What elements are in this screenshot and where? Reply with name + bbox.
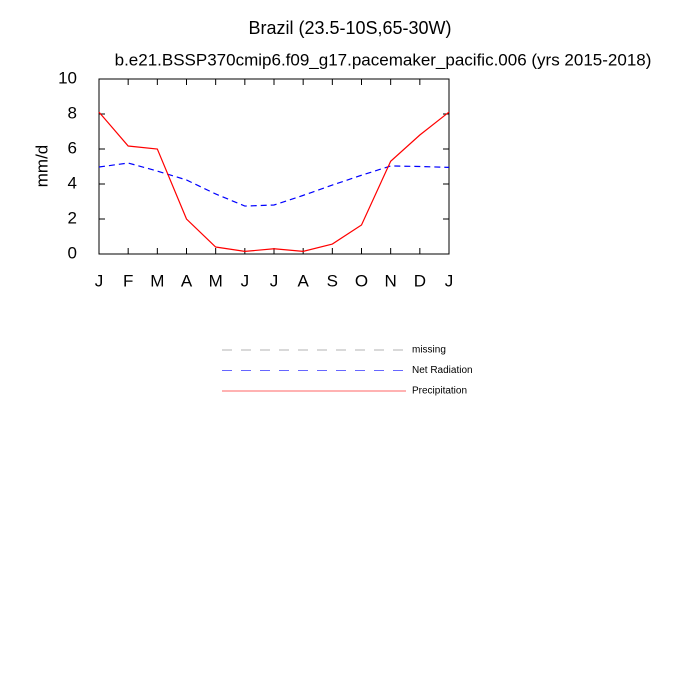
x-tick-label: D (414, 271, 426, 290)
series-line (98, 111, 450, 252)
y-tick-label: 0 (68, 243, 77, 262)
legend-label: missing (412, 345, 446, 356)
legend-label: Net Radiation (412, 365, 473, 376)
x-tick-label: S (327, 271, 338, 290)
series-line (98, 162, 450, 207)
y-axis-label: mm/d (32, 145, 51, 188)
x-tick-label: A (181, 271, 193, 290)
y-tick-label: 6 (68, 138, 77, 157)
y-tick-label: 10 (58, 68, 77, 87)
legend-label: Precipitation (412, 386, 467, 397)
x-tick-label: J (241, 271, 250, 290)
x-tick-label: J (95, 271, 104, 290)
x-tick-label: N (385, 271, 397, 290)
x-tick-label: J (270, 271, 279, 290)
y-tick-label: 8 (68, 103, 77, 122)
x-tick-label: J (445, 271, 454, 290)
x-tick-label: O (355, 271, 368, 290)
x-tick-label: M (150, 271, 164, 290)
x-tick-label: M (209, 271, 223, 290)
chart-subtitle: b.e21.BSSP370cmip6.f09_g17.pacemaker_pac… (115, 50, 652, 69)
x-tick-label: F (123, 271, 133, 290)
y-tick-label: 4 (68, 173, 77, 192)
x-tick-label: A (297, 271, 309, 290)
y-tick-label: 2 (68, 208, 77, 227)
chart-title: Brazil (23.5-10S,65-30W) (248, 18, 451, 38)
